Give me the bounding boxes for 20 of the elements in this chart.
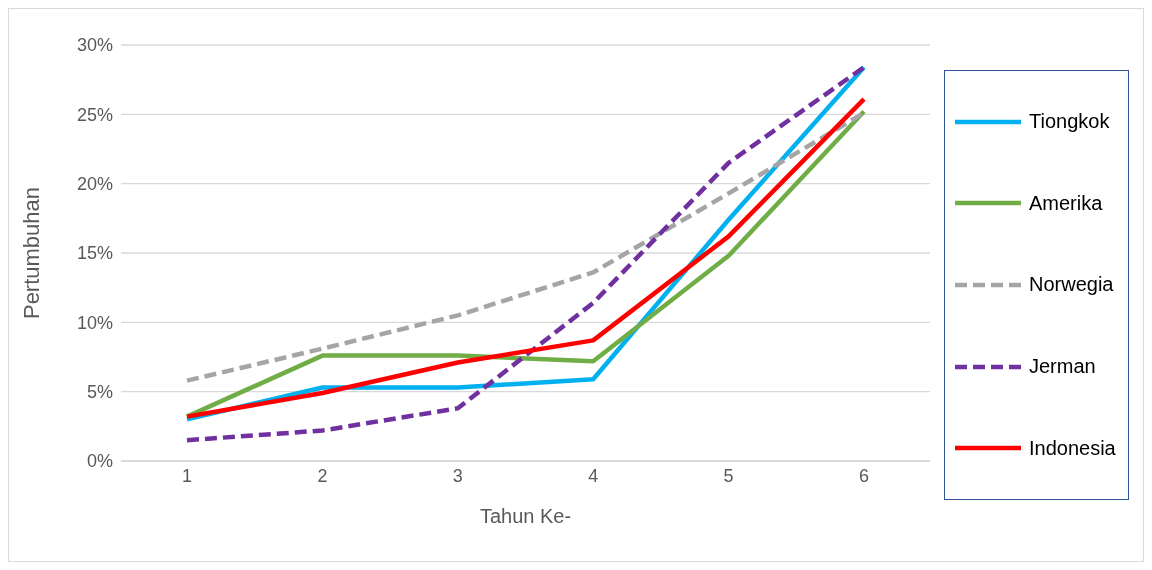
legend-label: Amerika — [1029, 191, 1103, 215]
legend-label: Jerman — [1029, 355, 1096, 379]
x-axis-title: Tahun Ke- — [479, 505, 572, 527]
legend-label: Norwegia — [1029, 273, 1114, 297]
legend-label: Indonesia — [1029, 436, 1116, 460]
y-axis-title: Pertumbuhan — [18, 186, 44, 320]
y-tick-label: 20% — [76, 174, 113, 195]
x-tick-label: 5 — [723, 465, 734, 486]
y-tick-label: 15% — [76, 243, 113, 264]
x-tick-label: 4 — [588, 465, 599, 486]
legend-label: Tiongkok — [1029, 110, 1110, 134]
y-tick-label: 30% — [76, 35, 113, 56]
y-tick-label: 10% — [76, 312, 113, 333]
y-tick-label: 0% — [86, 451, 113, 472]
y-tick-label: 5% — [86, 382, 113, 403]
x-tick-label: 1 — [181, 465, 193, 486]
x-tick-label: 6 — [858, 465, 870, 486]
x-tick-label: 3 — [452, 465, 463, 486]
x-tick-label: 2 — [317, 465, 328, 486]
y-tick-label: 25% — [76, 104, 113, 125]
